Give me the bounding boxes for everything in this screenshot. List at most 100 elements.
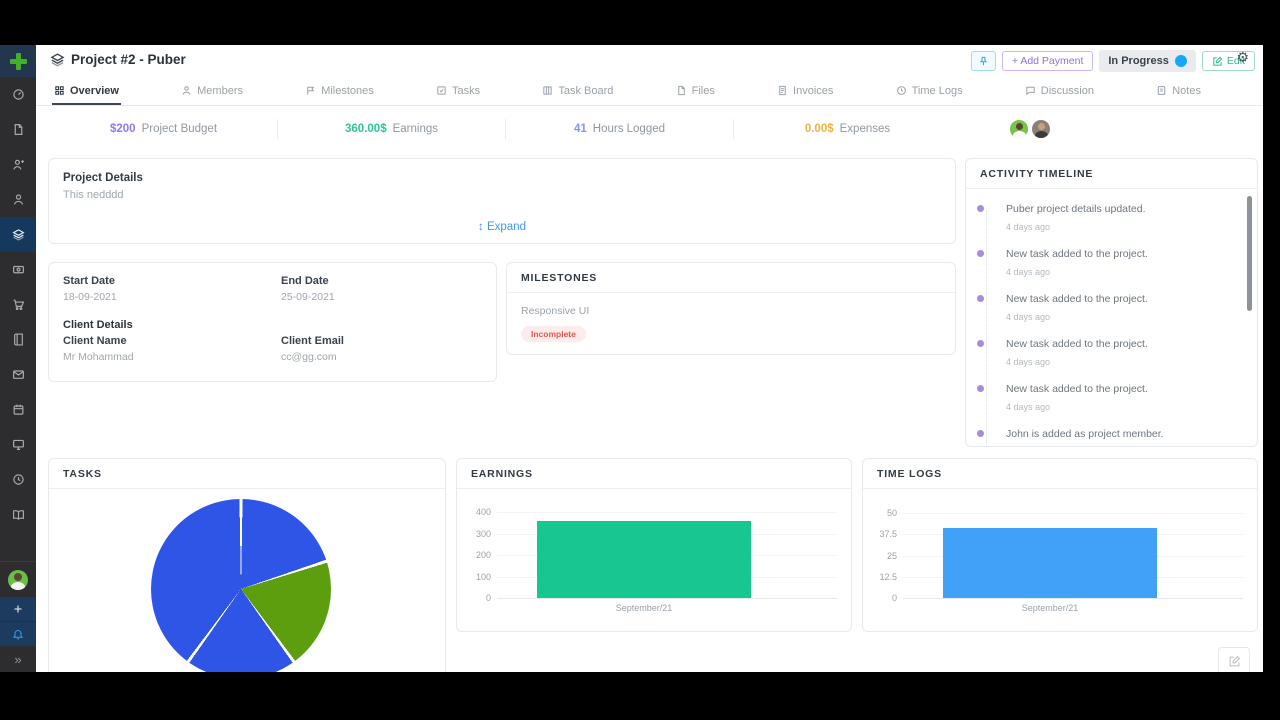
sidebar-item-book-open[interactable] [0,497,36,532]
tasks-heading: TASKS [49,459,445,489]
timelogs-chart-card: TIME LOGS 0 12.5 25 37.5 50 September/21 [862,458,1258,632]
money-icon [12,263,25,276]
sidebar-item-user-plus[interactable] [0,147,36,182]
tab-members[interactable]: Members [179,78,245,105]
quick-add-button[interactable] [0,597,36,621]
timeline-time: 4 days ago [1006,267,1051,277]
floating-edit-button[interactable] [1218,647,1250,672]
plus-logo-icon [9,52,27,70]
timeline-text: New task added to the project. [1006,248,1148,260]
project-details-card: Project Details This nedddd ↕ Expand [48,158,956,244]
timeline-text: New task added to the project. [1006,293,1148,305]
clock-icon [12,473,25,486]
timeline-dot-icon [977,205,984,212]
timeline-connector [986,211,987,445]
tab-tasks[interactable]: Tasks [434,78,482,105]
user-avatar[interactable] [8,570,28,590]
app-logo[interactable] [0,45,36,77]
member-avatar[interactable] [1031,119,1051,139]
sidebar-item-speedometer[interactable] [0,77,36,112]
tab-label: Overview [70,84,119,97]
sidebar-expand-button[interactable]: » [14,652,22,667]
earnings-chart-card: EARNINGS 0 100 200 300 400 September/21 [456,458,852,632]
book-icon [12,333,25,346]
sidebar-item-book[interactable] [0,322,36,357]
chat-icon [1025,85,1036,96]
status-dot-icon [1174,55,1187,67]
app-window: » Project #2 - Puber + Add Payment In Pr… [0,45,1263,672]
expand-link[interactable]: ↕ Expand [49,221,955,233]
page-title-text: Project #2 - Puber [71,52,186,67]
page-title: Project #2 - Puber [50,52,186,67]
tab-label: Members [197,84,243,97]
earnings-heading: EARNINGS [457,459,851,489]
tab-invoices[interactable]: Invoices [775,78,835,105]
tab-files[interactable]: Files [674,78,717,105]
speedometer-icon [12,88,25,101]
clock-icon [896,85,907,96]
milestone-status-badge: Incomplete [521,326,586,342]
tab-task-board[interactable]: Task Board [540,78,615,105]
timeline-text: John is added as project member. [1006,428,1164,440]
stat-label: Expenses [839,123,891,135]
milestones-card: MILESTONES Responsive UI Incomplete [506,262,956,355]
timeline-time: 4 days ago [1006,222,1051,232]
x-axis-label: September/21 [615,603,673,613]
stat-label: Hours Logged [592,123,666,135]
project-settings-gear-icon[interactable]: ⚙ [1236,49,1249,65]
tab-time-logs[interactable]: Time Logs [894,78,965,105]
timelogs-bar-chart: 0 12.5 25 37.5 50 September/21 [863,459,1257,631]
timeline-item: John is added as project member. [977,428,1247,440]
layers-icon [12,228,25,241]
end-date-value: 25-09-2021 [281,291,335,303]
sidebar-item-file[interactable] [0,112,36,147]
client-details-heading: Client Details [63,319,133,331]
timeline-scrollbar[interactable] [1247,196,1252,311]
sidebar-item-money[interactable] [0,252,36,287]
tab-label: Time Logs [911,84,963,97]
activity-timeline-heading: ACTIVITY TIMELINE [966,159,1257,189]
timeline-item: New task added to the project. 4 days ago [977,338,1247,367]
client-email-value: cc@gg.com [281,351,337,363]
book-open-icon [12,508,25,521]
edit-project-button[interactable]: Edit [1201,51,1255,71]
sidebar-item-monitor[interactable] [0,427,36,462]
client-name-value: Mr Mohammad [63,351,134,363]
client-email-block: Client Email cc@gg.com [281,335,482,363]
stat-project-budget: $200 Project Budget [50,123,277,135]
tab-overview[interactable]: Overview [52,78,121,105]
notifications-button[interactable] [0,622,36,646]
x-axis-label: September/21 [1021,603,1079,613]
sidebar-item-user[interactable] [0,182,36,217]
member-avatars [1009,119,1051,139]
sidebar-item-calendar[interactable] [0,392,36,427]
user-icon [12,193,25,206]
start-date-block: Start Date 18-09-2021 [63,275,281,303]
pin-project-button[interactable] [970,51,996,71]
sidebar-item-cart[interactable] [0,287,36,322]
activity-timeline-card: ACTIVITY TIMELINE Puber project details … [965,158,1258,447]
timeline-text: New task added to the project. [1006,338,1148,350]
pin-icon [978,56,989,67]
sidebar-item-clock[interactable] [0,462,36,497]
timeline-item: Puber project details updated. 4 days ago [977,203,1247,232]
milestone-item: Responsive UI Incomplete [507,293,955,354]
y-axis-tick: 37.5 [879,529,897,540]
stat-hours-logged: 41 Hours Logged [506,123,733,135]
y-axis-tick: 0 [485,593,491,603]
gridline [903,598,1243,599]
status-badge[interactable]: In Progress [1099,50,1196,72]
milestones-heading: MILESTONES [507,263,955,293]
add-payment-button[interactable]: + Add Payment [1001,51,1094,71]
project-details-body: This nedddd [63,189,124,201]
tab-milestones[interactable]: Milestones [303,78,376,105]
tab-notes[interactable]: Notes [1154,78,1203,105]
member-avatar[interactable] [1009,119,1029,139]
sidebar-item-mail[interactable] [0,357,36,392]
tab-discussion[interactable]: Discussion [1023,78,1096,105]
sidebar-item-layers[interactable] [0,217,36,252]
stat-earnings: 360.00$ Earnings [278,123,505,135]
timeline-dot-icon [977,385,984,392]
gridline [497,512,837,513]
edit-label: Edit [1226,55,1245,67]
